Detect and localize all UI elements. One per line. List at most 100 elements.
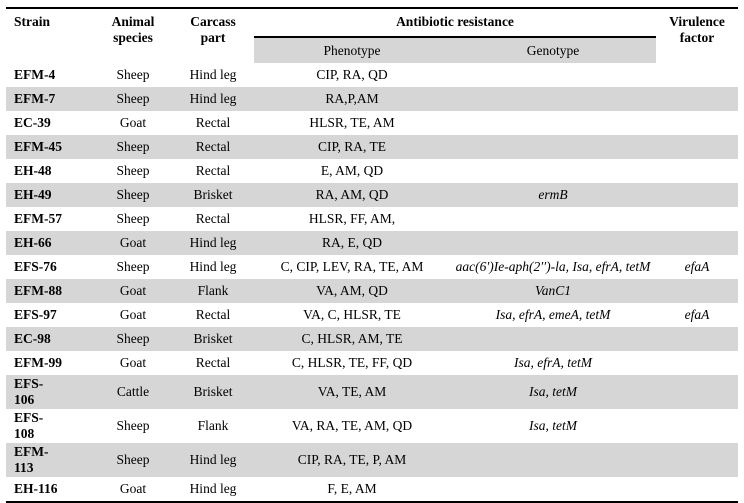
part-cell: Rectal [195, 355, 231, 370]
strain-cell: EH-66 [6, 231, 94, 255]
phenotype-cell: C, CIP, LEV, RA, TE, AM [280, 259, 424, 274]
genotype-cell: VanC1 [450, 279, 656, 303]
virulence-cell [656, 135, 738, 159]
species-cell: Sheep [94, 443, 172, 477]
strain-cell: EFM-113 [6, 443, 94, 477]
species-cell: Sheep [116, 67, 150, 82]
table-row: EH-66 Goat Hind leg RA, E, QD [6, 231, 738, 255]
table-row: EH-48 Sheep Rectal E, AM, QD [6, 159, 738, 183]
part-cell: Rectal [195, 211, 231, 226]
table-row: EFS-76 Sheep Hind leg C, CIP, LEV, RA, TE, … [6, 255, 738, 279]
species-cell: Sheep [116, 418, 150, 433]
genotype-cell [450, 477, 656, 502]
phenotype-cell: C, HLSR, AM, TE [254, 327, 450, 351]
phenotype-cell: RA, AM, QD [254, 183, 450, 207]
strain-cell: EC-39 [14, 115, 51, 130]
species-cell: Cattle [94, 375, 172, 409]
species-cell: Sheep [94, 183, 172, 207]
genotype-cell [450, 159, 656, 183]
col-header-strain: Strain [14, 14, 51, 29]
col-header-antibiotic-resistance: Antibiotic resistance [254, 8, 656, 38]
virulence-cell [656, 183, 738, 207]
table-body: EFM-4 Sheep Hind leg CIP, RA, QD EFM-7 Sheep H… [6, 63, 738, 502]
genotype-cell: Isa, tetM [450, 375, 656, 409]
virulence-cell: efaA [684, 259, 710, 274]
species-cell: Sheep [94, 327, 172, 351]
phenotype-cell: CIP, RA, TE [254, 135, 450, 159]
strain-cell: EFM-88 [6, 279, 94, 303]
strain-cell: EFM-57 [14, 211, 62, 226]
strain-cell: EFM-45 [6, 135, 94, 159]
phenotype-cell: E, AM, QD [320, 163, 384, 178]
species-cell: Goat [94, 279, 172, 303]
virulence-cell [656, 87, 738, 111]
species-cell: Sheep [116, 163, 150, 178]
strain-cell: EFS-106 [6, 375, 94, 409]
virulence-cell [656, 63, 738, 87]
strain-cell: EC-98 [6, 327, 94, 351]
virulence-cell [656, 477, 738, 502]
table-row: EFM-45 Sheep Rectal CIP, RA, TE [6, 135, 738, 159]
part-cell: Hind leg [172, 231, 254, 255]
col-header-animal-species: Animal species [111, 14, 155, 45]
genotype-cell [450, 443, 656, 477]
header-row-main: Strain Animal species Carcass part Antib… [6, 8, 738, 45]
phenotype-cell: RA, E, QD [254, 231, 450, 255]
virulence-cell [656, 159, 738, 183]
phenotype-cell: C, HLSR, TE, FF, QD [291, 355, 413, 370]
genotype-cell [450, 111, 656, 135]
table-row: EFM-7 Sheep Hind leg RA,P,AM [6, 87, 738, 111]
table-row: EH-116 Goat Hind leg F, E, AM [6, 477, 738, 502]
strain-cell: EH-49 [6, 183, 94, 207]
part-cell: Flank [197, 418, 229, 433]
genotype-cell: aac(6′)Ie-aph(2′′)-la, Isa, efrA, tetM [455, 259, 651, 274]
part-cell: Rectal [195, 307, 231, 322]
species-cell: Goat [119, 355, 147, 370]
phenotype-cell: VA, TE, AM [254, 375, 450, 409]
strain-cell: EFS-108 [14, 410, 44, 441]
genotype-cell [450, 327, 656, 351]
strain-cell: EFM-7 [6, 87, 94, 111]
table-header: Strain Animal species Carcass part Antib… [6, 8, 738, 63]
phenotype-cell: VA, C, HLSR, TE [303, 307, 401, 322]
phenotype-cell: RA,P,AM [254, 87, 450, 111]
phenotype-cell: VA, RA, TE, AM, QD [291, 418, 413, 433]
part-cell: Brisket [172, 183, 254, 207]
header-row-sub: Phenotype Genotype [6, 37, 738, 63]
genotype-cell: Isa, efrA, tetM [514, 355, 592, 370]
phenotype-cell: F, E, AM [327, 481, 377, 496]
page: Strain Animal species Carcass part Antib… [6, 7, 738, 503]
table-row: EFS-108 Sheep Flank VA, RA, TE, AM, QD Isa, … [6, 409, 738, 443]
col-header-carcass-part: Carcass part [190, 14, 236, 45]
genotype-cell: ermB [450, 183, 656, 207]
part-cell: Hind leg [189, 259, 237, 274]
phenotype-cell: CIP, RA, TE, P, AM [254, 443, 450, 477]
genotype-cell: Isa, efrA, emeA, tetM [495, 307, 611, 322]
strain-cell: EH-48 [14, 163, 52, 178]
table-row: EC-98 Sheep Brisket C, HLSR, AM, TE [6, 327, 738, 351]
virulence-cell [656, 231, 738, 255]
genotype-cell [450, 135, 656, 159]
phenotype-cell: CIP, RA, QD [316, 67, 388, 82]
part-cell: Hind leg [172, 443, 254, 477]
part-cell: Hind leg [189, 481, 237, 496]
genotype-cell: Isa, tetM [529, 418, 577, 433]
phenotype-cell: VA, AM, QD [254, 279, 450, 303]
genotype-cell [450, 63, 656, 87]
col-header-genotype: Genotype [450, 37, 656, 63]
species-cell: Sheep [94, 87, 172, 111]
virulence-cell [656, 351, 738, 375]
table-row: EFM-113 Sheep Hind leg CIP, RA, TE, P, AM [6, 443, 738, 477]
virulence-cell [656, 375, 738, 409]
col-header-virulence-factor: Virulence factor [669, 14, 725, 45]
part-cell: Rectal [195, 163, 231, 178]
species-cell: Sheep [94, 135, 172, 159]
part-cell: Hind leg [189, 67, 237, 82]
genotype-cell [450, 231, 656, 255]
table-row: EFS-97 Goat Rectal VA, C, HLSR, TE Isa, efrA… [6, 303, 738, 327]
strain-cell: EH-116 [14, 481, 58, 496]
virulence-cell [656, 409, 738, 443]
virulence-cell [656, 327, 738, 351]
table-row: EH-49 Sheep Brisket RA, AM, QD ermB [6, 183, 738, 207]
virulence-cell [656, 111, 738, 135]
